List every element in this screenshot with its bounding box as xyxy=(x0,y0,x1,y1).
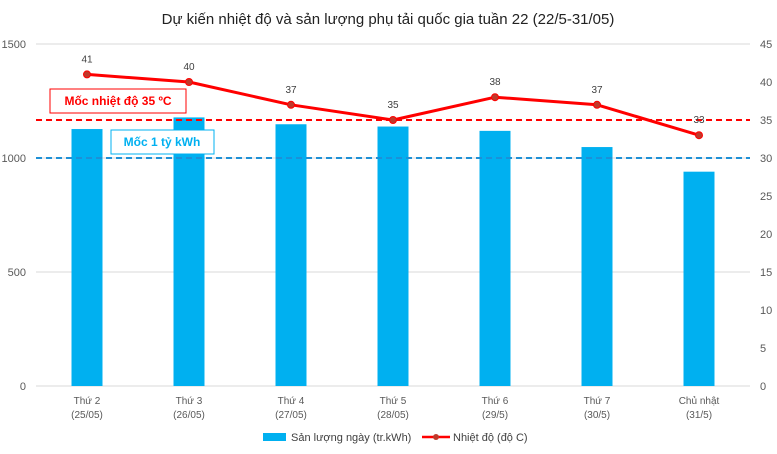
x-tick-label: (31/5) xyxy=(686,410,712,421)
bar xyxy=(581,147,613,386)
data-label: 33 xyxy=(693,115,705,126)
temperature-point xyxy=(491,93,499,102)
legend: Sản lượng ngày (tr.kWh) Nhiệt độ (độ C) xyxy=(263,432,528,444)
bar xyxy=(71,129,103,386)
x-tick-label: (28/05) xyxy=(377,410,409,421)
y-left-tick-label: 1500 xyxy=(2,39,26,51)
y-right-tick-label: 25 xyxy=(760,191,772,203)
x-tick-label: Thứ 3 xyxy=(176,396,203,407)
bar xyxy=(173,117,205,386)
data-label: 38 xyxy=(489,77,501,88)
x-tick-label: (26/05) xyxy=(173,410,205,421)
legend-label: Sản lượng ngày (tr.kWh) xyxy=(291,432,411,444)
y-right-tick-label: 35 xyxy=(760,115,772,127)
x-tick-label: (30/5) xyxy=(584,410,610,421)
data-label: 40 xyxy=(183,62,195,73)
x-tick-label: Thứ 4 xyxy=(278,396,305,407)
data-label: 37 xyxy=(591,85,603,96)
x-tick-label: (29/5) xyxy=(482,410,508,421)
x-tick-label: Thứ 6 xyxy=(482,396,509,407)
legend-label: Nhiệt độ (độ C) xyxy=(453,432,528,444)
temperature-point xyxy=(695,131,703,140)
y-left-tick-label: 1000 xyxy=(2,153,26,165)
x-tick-label: Chủ nhật xyxy=(679,395,720,407)
data-label: 37 xyxy=(285,85,297,96)
y-right-tick-label: 30 xyxy=(760,153,772,165)
temperature-point xyxy=(593,100,601,109)
x-tick-label: Thứ 7 xyxy=(584,396,611,407)
y-right-tick-label: 20 xyxy=(760,229,772,241)
legend-swatch xyxy=(263,433,286,441)
line-series: 41 40 37 35 38 37 33 xyxy=(81,54,705,140)
x-tick-label: (27/05) xyxy=(275,410,307,421)
bar xyxy=(275,124,307,387)
bar xyxy=(683,171,715,386)
y-right-tick-label: 45 xyxy=(760,39,772,51)
reference-label-box xyxy=(49,88,187,114)
y-right-tick-label: 15 xyxy=(760,267,772,279)
x-tick-label: Thứ 2 xyxy=(74,396,101,407)
temperature-point xyxy=(287,100,295,109)
x-tick-label: (25/05) xyxy=(71,410,103,421)
x-tick-label: Thứ 5 xyxy=(380,396,407,407)
bar xyxy=(479,130,511,386)
reference-label-box xyxy=(110,129,215,155)
axes: 0 500 1000 1500 0 5 10 15 20 25 30 35 40 45 Thứ 2 (25/0… xyxy=(2,39,773,421)
bar xyxy=(377,126,409,386)
reference-label: Mốc nhiệt độ 35 ºC xyxy=(64,94,171,108)
y-right-tick-label: 10 xyxy=(760,305,772,317)
data-label: 35 xyxy=(387,100,399,111)
y-left-tick-label: 0 xyxy=(20,381,26,393)
temperature-point xyxy=(83,70,91,79)
temperature-point xyxy=(185,78,193,86)
reference-lines: Mốc nhiệt độ 35 ºC Mốc 1 tỷ kWh xyxy=(36,88,750,159)
y-right-tick-label: 0 xyxy=(760,381,766,393)
bar-series xyxy=(71,117,715,387)
data-label: 41 xyxy=(81,54,93,65)
chart-title: Dự kiến nhiệt độ và sản lượng phụ tải qu… xyxy=(162,11,615,28)
y-left-tick-label: 500 xyxy=(8,267,26,279)
legend-marker xyxy=(433,434,439,440)
y-right-tick-label: 5 xyxy=(760,343,766,355)
temperature-point xyxy=(389,116,397,124)
reference-label: Mốc 1 tỷ kWh xyxy=(124,135,201,149)
y-right-tick-label: 40 xyxy=(760,77,772,89)
